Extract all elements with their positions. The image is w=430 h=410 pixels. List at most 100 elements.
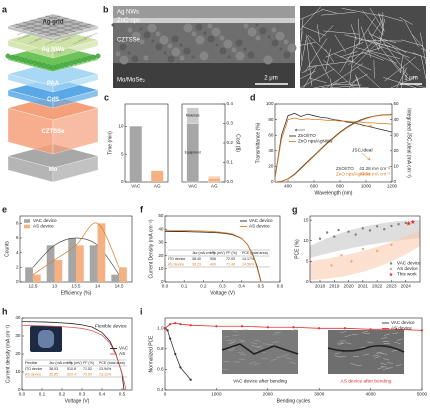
nanowire	[420, 32, 427, 65]
point	[325, 231, 329, 234]
panel-label: h	[2, 306, 8, 316]
nanowire	[361, 51, 384, 61]
y-axis-label: Time (min)	[107, 131, 113, 155]
grain	[195, 23, 203, 31]
sphere	[55, 64, 60, 70]
sphere	[10, 54, 15, 60]
y-tick-label: 2	[16, 265, 19, 270]
point	[340, 253, 343, 257]
legend-swatch	[24, 219, 30, 223]
grain	[139, 27, 143, 31]
nanowire	[411, 34, 427, 51]
texture	[340, 331, 347, 334]
grain	[159, 35, 169, 45]
grain	[211, 27, 221, 37]
grain	[243, 47, 247, 51]
texture	[372, 354, 379, 357]
legend-label: AS device	[33, 224, 54, 229]
x-tick-label: 800	[336, 184, 344, 189]
bar	[89, 245, 98, 282]
texture	[345, 342, 352, 345]
grain	[115, 51, 121, 57]
nanowire	[404, 20, 419, 47]
nanowire	[307, 34, 328, 53]
layer	[7, 143, 99, 183]
table-header: FF (%)	[83, 361, 94, 365]
x-tick-label: 600	[310, 184, 318, 189]
y2-tick-label: 0.1	[227, 160, 234, 165]
legend-swatch	[389, 262, 393, 265]
texture	[377, 366, 384, 370]
x-tick-label: 0.0	[162, 284, 169, 289]
nanowire	[334, 53, 372, 71]
nanowire	[356, 76, 361, 89]
nanowire	[72, 38, 87, 45]
grain	[267, 35, 271, 39]
table-header: PCE (total area)	[99, 361, 125, 365]
point	[318, 327, 321, 330]
grain	[215, 43, 219, 47]
nanowire	[325, 49, 335, 63]
point	[215, 325, 218, 328]
texture	[344, 335, 352, 337]
table-cell: 520.4	[67, 372, 76, 376]
nanowire	[360, 26, 372, 58]
x-tick-label: 0.6	[277, 284, 284, 289]
grain	[195, 35, 205, 45]
y-axis-label: Current Density (mA cm⁻²)	[148, 219, 154, 278]
texture	[395, 364, 402, 366]
point	[350, 260, 353, 263]
texture	[276, 356, 283, 358]
y-tick-label: 0.6	[157, 367, 164, 372]
x-tick-label: 0	[164, 392, 167, 397]
x-tick-label: 5000	[417, 392, 428, 397]
x-tick-label: 2023	[386, 284, 397, 289]
texture	[367, 341, 374, 344]
x-tick-label: 0.2	[200, 284, 207, 289]
x-tick-label: 2018	[315, 284, 326, 289]
x-axis-label: Wavelength (nm)	[315, 190, 353, 196]
nanowire	[362, 10, 383, 36]
x-tick-label: 14	[95, 284, 101, 289]
grain	[271, 27, 277, 33]
grain	[203, 31, 207, 35]
y-tick-label: 0	[18, 387, 21, 392]
y-tick-label: 0.8	[157, 346, 164, 351]
plot-frame	[274, 103, 393, 183]
y-tick-label: 6	[16, 235, 19, 240]
texture	[263, 343, 270, 345]
point	[390, 243, 393, 247]
texture	[231, 330, 238, 332]
legend-label: VAC device	[391, 320, 415, 325]
texture	[268, 344, 276, 346]
point	[169, 337, 172, 340]
x-tick-label: 0.2	[59, 392, 66, 397]
x-tick-label: 13.5	[72, 284, 81, 289]
nanowire	[392, 46, 421, 71]
legend-label: AS device	[249, 224, 270, 229]
grain	[143, 31, 151, 39]
grain	[179, 55, 185, 61]
x-tick-label: 0.1	[39, 392, 46, 397]
texture	[381, 337, 388, 339]
texture	[380, 366, 387, 368]
annotation: VAC device after bending	[233, 378, 287, 384]
texture	[238, 358, 245, 360]
texture	[285, 357, 292, 360]
bar	[32, 274, 41, 282]
point	[390, 224, 393, 228]
x-tick-label: 0.1	[181, 284, 188, 289]
texture	[363, 353, 370, 356]
texture	[250, 342, 257, 345]
y-tick-label: 0	[306, 279, 309, 284]
point	[368, 229, 372, 232]
texture	[249, 361, 256, 364]
grain	[151, 39, 155, 43]
nanowire	[341, 8, 382, 17]
bar	[46, 245, 55, 282]
y-tick-label: 10	[303, 238, 309, 243]
table-header: PCE (total area)	[242, 251, 268, 255]
nanowire	[420, 55, 427, 80]
grain	[243, 23, 249, 29]
layer-label: PAA	[47, 81, 60, 87]
